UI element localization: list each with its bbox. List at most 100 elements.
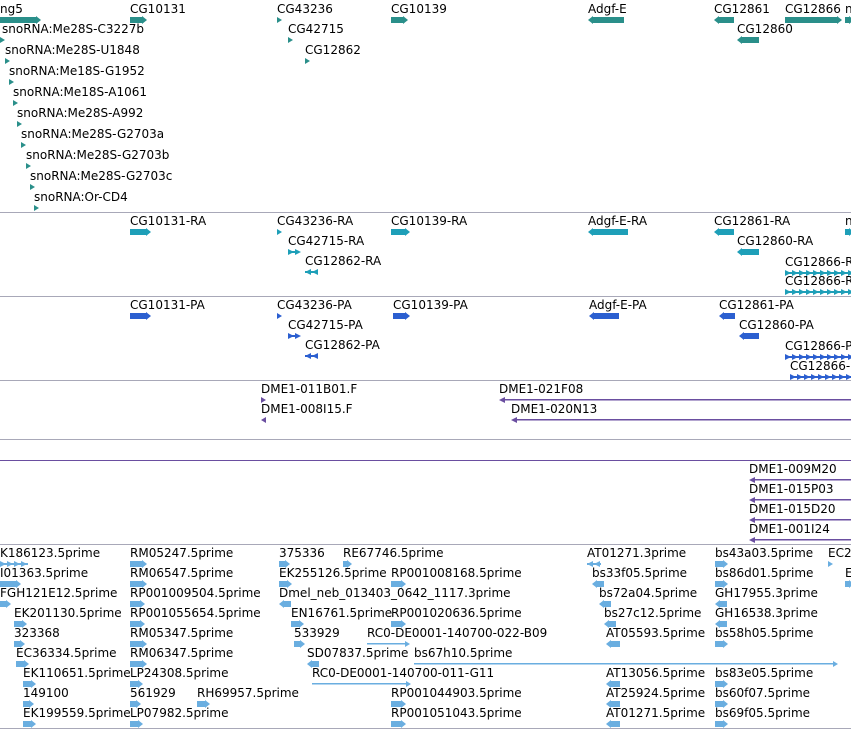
feature-label[interactable]: CG12862-PA xyxy=(305,338,380,352)
feature-label[interactable]: CG43236-RA xyxy=(277,214,354,228)
feature-label[interactable]: CG43236-PA xyxy=(277,298,352,312)
feature-glyph[interactable] xyxy=(749,536,851,545)
feature-glyph[interactable] xyxy=(715,560,729,570)
feature-glyph[interactable] xyxy=(279,580,293,590)
feature-glyph[interactable] xyxy=(130,560,148,570)
feature-label[interactable]: CG12862 xyxy=(305,43,361,57)
feature-label[interactable]: bs58h05.5prime xyxy=(715,626,814,640)
feature-glyph[interactable] xyxy=(261,416,269,426)
feature-glyph[interactable] xyxy=(715,580,729,590)
feature-glyph[interactable] xyxy=(749,476,851,486)
feature-label[interactable]: Adgf-E xyxy=(588,2,627,16)
feature-glyph[interactable] xyxy=(391,720,407,729)
feature-label[interactable]: FGH121E12.5prime xyxy=(0,586,118,600)
feature-label[interactable]: bs72a04.5prime xyxy=(599,586,698,600)
feature-glyph[interactable] xyxy=(391,16,409,26)
feature-glyph[interactable] xyxy=(739,332,761,342)
feature-label[interactable]: CG12862-RA xyxy=(305,254,382,268)
feature-glyph[interactable] xyxy=(391,700,407,710)
feature-label[interactable]: bs27c12.5prime xyxy=(604,606,702,620)
feature-glyph[interactable] xyxy=(13,99,21,109)
feature-label[interactable]: RM06347.5prime xyxy=(130,646,234,660)
feature-label[interactable]: CG12861 xyxy=(714,2,770,16)
feature-label[interactable]: EC36334.5prime xyxy=(16,646,117,660)
feature-glyph[interactable] xyxy=(307,660,321,670)
feature-label[interactable]: EN16761.5prime xyxy=(291,606,393,620)
feature-glyph[interactable] xyxy=(130,580,148,590)
feature-glyph[interactable] xyxy=(588,16,626,26)
feature-glyph[interactable] xyxy=(511,416,851,426)
feature-label[interactable]: DME1-001I24 xyxy=(749,522,830,536)
feature-label[interactable]: DME1-009M20 xyxy=(749,462,837,476)
feature-glyph[interactable] xyxy=(589,312,621,322)
feature-glyph[interactable] xyxy=(719,312,737,322)
feature-glyph[interactable] xyxy=(17,120,25,130)
feature-label[interactable]: AT01271.3prime xyxy=(587,546,687,560)
feature-label[interactable]: CG12866- xyxy=(790,359,851,373)
feature-label[interactable]: EK201130.5prime xyxy=(14,606,122,620)
feature-glyph[interactable] xyxy=(261,396,269,406)
feature-label[interactable]: n xyxy=(845,2,851,16)
feature-label[interactable]: AT05593.5prime xyxy=(606,626,706,640)
feature-label[interactable]: Adgf-E-RA xyxy=(588,214,648,228)
feature-glyph[interactable] xyxy=(5,57,13,67)
feature-label[interactable]: CG42715-RA xyxy=(288,234,365,248)
feature-glyph[interactable] xyxy=(715,700,729,710)
feature-glyph[interactable] xyxy=(23,680,37,690)
feature-label[interactable]: DME1-021F08 xyxy=(499,382,584,396)
feature-label[interactable]: CG42715-PA xyxy=(288,318,363,332)
feature-label[interactable]: AT25924.5prime xyxy=(606,686,706,700)
feature-label[interactable]: CG12861-PA xyxy=(719,298,794,312)
feature-label[interactable]: CG10139-RA xyxy=(391,214,468,228)
feature-label[interactable]: CG10131 xyxy=(130,2,186,16)
feature-glyph[interactable] xyxy=(130,640,148,650)
feature-label[interactable]: CG12861-RA xyxy=(714,214,791,228)
feature-label[interactable]: CG10131-RA xyxy=(130,214,207,228)
feature-glyph[interactable] xyxy=(130,16,148,26)
feature-label[interactable]: CG12866 xyxy=(785,2,841,16)
feature-label[interactable]: DME1-011B01.F xyxy=(261,382,358,396)
feature-label[interactable]: RM05347.5prime xyxy=(130,626,234,640)
feature-glyph[interactable] xyxy=(828,560,840,570)
feature-glyph[interactable] xyxy=(715,640,729,650)
feature-label[interactable]: K186123.5prime xyxy=(0,546,101,560)
feature-label[interactable]: EC2 xyxy=(828,546,851,560)
feature-label[interactable]: snoRNA:Me28S-C3227b xyxy=(2,22,145,36)
feature-glyph[interactable] xyxy=(277,228,285,238)
feature-glyph[interactable] xyxy=(499,396,851,406)
feature-glyph[interactable] xyxy=(288,248,302,258)
feature-label[interactable]: 561929 xyxy=(130,686,176,700)
feature-label[interactable]: RP001008168.5prime xyxy=(391,566,522,580)
feature-label[interactable]: snoRNA:Me28S-G2703b xyxy=(26,148,170,162)
feature-glyph[interactable] xyxy=(277,312,285,322)
feature-label[interactable]: bs83e05.5prime xyxy=(715,666,814,680)
feature-label[interactable]: CG10139-PA xyxy=(393,298,468,312)
feature-label[interactable]: CG12866-R xyxy=(785,274,851,288)
feature-glyph[interactable] xyxy=(130,620,146,630)
feature-label[interactable]: CG12866-P xyxy=(785,339,851,353)
feature-glyph[interactable] xyxy=(288,332,302,342)
feature-glyph[interactable] xyxy=(0,36,8,46)
feature-glyph[interactable] xyxy=(288,36,296,46)
feature-label[interactable]: 533929 xyxy=(294,626,340,640)
feature-glyph[interactable] xyxy=(606,700,622,710)
feature-glyph[interactable] xyxy=(294,640,306,650)
feature-label[interactable]: snoRNA:Me28S-U1848 xyxy=(5,43,140,57)
feature-glyph[interactable] xyxy=(130,312,152,322)
feature-label[interactable]: snoRNA:Me28S-A992 xyxy=(17,106,144,120)
feature-label[interactable]: EK110651.5prime xyxy=(23,666,131,680)
feature-label[interactable]: 323368 xyxy=(14,626,60,640)
feature-label[interactable]: SD07837.5prime xyxy=(307,646,409,660)
feature-glyph[interactable] xyxy=(587,560,605,570)
feature-label[interactable]: CG12866-R xyxy=(785,255,851,269)
feature-glyph[interactable] xyxy=(845,580,851,590)
feature-glyph[interactable] xyxy=(785,288,851,297)
feature-glyph[interactable] xyxy=(305,268,319,278)
feature-glyph[interactable] xyxy=(14,620,28,630)
feature-glyph[interactable] xyxy=(785,353,851,363)
feature-glyph[interactable] xyxy=(749,516,851,526)
feature-glyph[interactable] xyxy=(0,600,12,610)
feature-label[interactable]: GH16538.3prime xyxy=(715,606,818,620)
feature-glyph[interactable] xyxy=(845,16,851,26)
feature-glyph[interactable] xyxy=(785,269,851,279)
